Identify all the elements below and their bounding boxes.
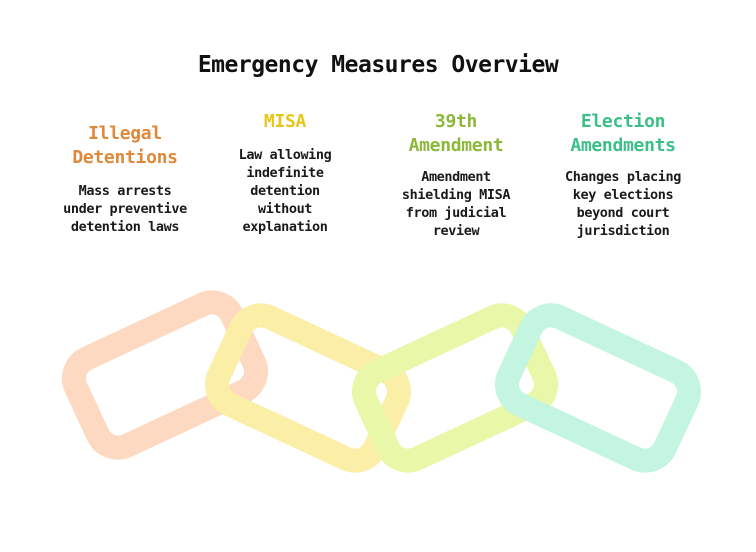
column-description: Amendment shielding MISA from judicial r… [372,168,540,240]
heading-line: Amendments [570,135,676,156]
column-heading: Illegal Detentions [40,122,210,170]
description-line: Mass arrests [78,183,172,199]
column-heading: 39th Amendment [372,110,540,158]
column-heading: Election Amendments [538,110,708,158]
column-description: Mass arrests under preventive detention … [40,182,210,236]
description-line: without [257,201,313,217]
description-line: shielding MISA [401,187,511,203]
description-line: under preventive [63,201,187,217]
column-election-amendments: Election Amendments Changes placing key … [538,110,708,240]
description-line: beyond court [576,205,670,221]
description-line: indefinite [246,165,324,181]
column-description: Changes placing key elections beyond cou… [538,168,708,240]
chain-link-4 [495,303,701,473]
description-line: Amendment [421,169,491,185]
heading-line: Amendment [408,135,504,156]
description-line: explanation [242,219,328,235]
heading-line: Detentions [72,147,178,168]
heading-line: MISA [263,111,307,132]
description-line: detention laws [70,219,180,235]
column-heading: MISA [205,110,365,134]
description-line: key elections [572,187,674,203]
heading-line: 39th [434,111,478,132]
heading-line: Election [580,111,666,132]
description-line: review [432,223,480,239]
column-illegal-detentions: Illegal Detentions Mass arrests under pr… [40,122,210,236]
column-misa: MISA Law allowing indefinite detention w… [205,110,365,236]
page-title: Emergency Measures Overview [197,52,559,78]
description-line: jurisdiction [576,223,670,239]
description-line: Changes placing [565,169,681,185]
description-line: detention [250,183,320,199]
description-line: Law allowing [238,147,332,163]
heading-line: Illegal [88,123,162,144]
column-description: Law allowing indefinite detention withou… [205,146,365,236]
column-39th-amendment: 39th Amendment Amendment shielding MISA … [372,110,540,240]
description-line: from judicial [405,205,507,221]
